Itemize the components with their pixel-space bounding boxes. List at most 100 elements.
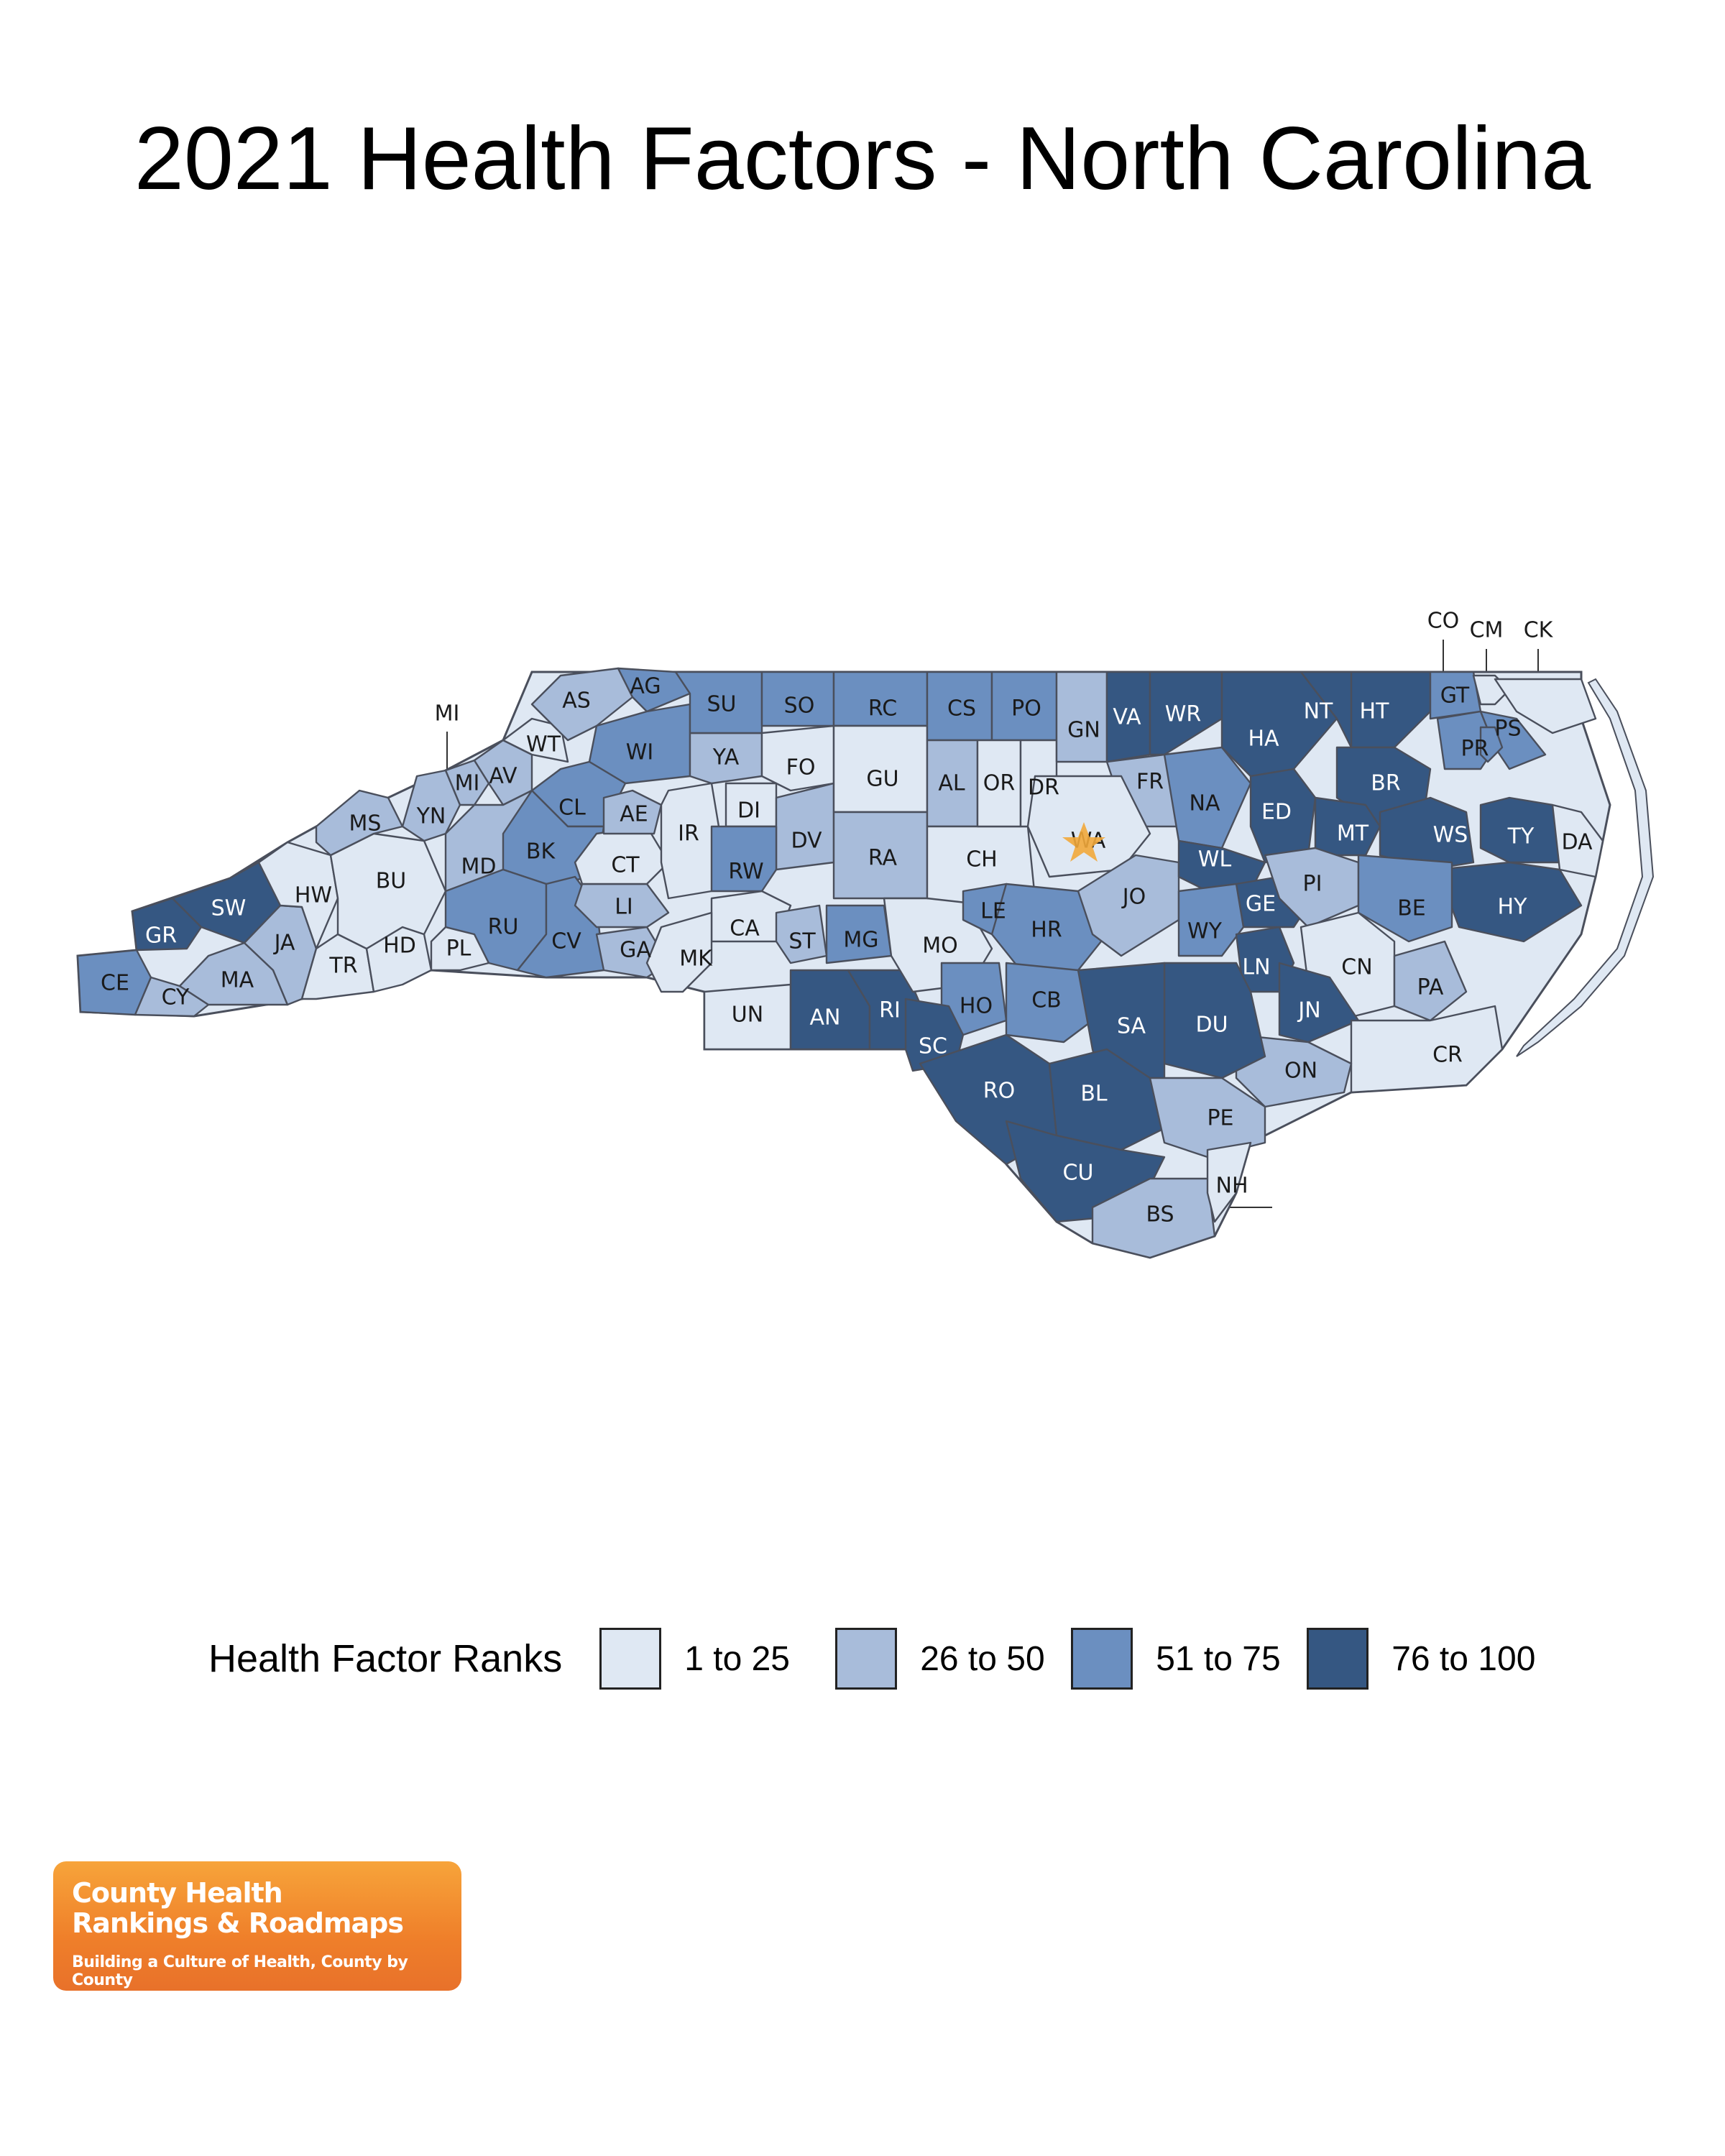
county-label-an: AN [810, 1005, 841, 1031]
county-label-hy: HY [1498, 895, 1528, 920]
county-label-cs: CS [947, 696, 976, 722]
county-label-al: AL [938, 771, 965, 796]
county-label-di: DI [737, 798, 760, 824]
county-label-bl: BL [1080, 1082, 1108, 1107]
county-label-dv: DV [791, 829, 822, 854]
county-cr [1350, 1005, 1504, 1094]
legend-label-q4: 76 to 100 [1392, 1639, 1536, 1678]
county-label-gu: GU [866, 767, 898, 792]
county-label-na: NA [1190, 791, 1220, 816]
county-label-ho: HO [960, 994, 993, 1019]
county-label-or: OR [983, 771, 1015, 796]
legend-title: Health Factor Ranks [208, 1637, 563, 1680]
county-label-sc: SC [919, 1034, 947, 1059]
county-label-po: PO [1011, 696, 1041, 722]
county-label-nh: NH [1216, 1174, 1248, 1199]
county-label-ag: AG [630, 674, 661, 699]
county-label-ma: MA [221, 968, 254, 993]
county-label-ht: HT [1360, 699, 1390, 724]
county-pa [1393, 940, 1468, 1022]
county-be [1357, 854, 1453, 943]
county-wr [1149, 671, 1223, 756]
county-label-da: DA [1561, 830, 1593, 855]
county-label-cy: CY [162, 985, 190, 1010]
county-label-on: ON [1284, 1059, 1317, 1084]
county-label-md: MD [461, 854, 497, 880]
county-label-wl: WL [1198, 847, 1232, 872]
county-label-rc: RC [868, 696, 897, 722]
county-mi [444, 759, 490, 806]
county-label-bu: BU [376, 869, 407, 894]
county-ae [602, 789, 663, 835]
county-nh [1206, 1141, 1252, 1223]
county-bu [329, 832, 447, 950]
county-label-ro: RO [983, 1079, 1015, 1104]
county-label-fo: FO [786, 755, 816, 780]
county-label-sa: SA [1117, 1014, 1146, 1039]
legend-label-q3: 51 to 75 [1156, 1639, 1281, 1678]
county-dv [775, 782, 835, 871]
county-ht [1350, 671, 1432, 749]
logo-line-2: Rankings & Roadmaps [72, 1907, 404, 1939]
county-label-wt: WT [526, 732, 561, 757]
callout-labels: MI CO CM CK [435, 609, 1554, 1208]
county-label-rw: RW [728, 860, 763, 885]
county-pe [1149, 1077, 1266, 1158]
county-fo [760, 724, 835, 792]
county-label-un: UN [732, 1003, 763, 1028]
legend-swatch-q2 [835, 1628, 898, 1690]
county-label-su: SU [707, 692, 736, 717]
county-label-mo: MO [922, 934, 958, 959]
county-label-mg: MG [843, 928, 878, 953]
legend-item-q1: 1 to 25 [599, 1628, 814, 1690]
county-mk [645, 911, 713, 993]
county-label-cb: CB [1031, 988, 1062, 1013]
county-label-ce: CE [101, 971, 129, 996]
county-label-mi: MI [455, 771, 480, 796]
legend-item-q2: 26 to 50 [835, 1628, 1049, 1690]
county-label-ya: YA [712, 745, 740, 770]
county-label-ja: JA [273, 931, 295, 956]
county-label-as: AS [562, 688, 591, 714]
county-label-pl: PL [446, 936, 472, 962]
county-label-hr: HR [1031, 918, 1062, 943]
county-label-jo: JO [1121, 885, 1146, 910]
county-label-sw: SW [211, 896, 247, 921]
county-label-le: LE [980, 899, 1006, 924]
county-label-gt: GT [1440, 683, 1470, 709]
county-label-tr: TR [328, 954, 357, 979]
legend: Health Factor Ranks 1 to 25 26 to 50 51 … [208, 1624, 1557, 1693]
county-label-wi: WI [626, 740, 654, 765]
county-hy [1436, 861, 1583, 943]
county-ck [1494, 678, 1597, 734]
county-label-st: ST [788, 929, 816, 954]
county-shapes [76, 667, 1655, 1259]
county-label-ck: CK [1524, 618, 1554, 643]
county-label-ra: RA [868, 846, 898, 871]
star-icon [1062, 822, 1105, 862]
county-label-ct: CT [611, 853, 640, 878]
county-jn [1278, 962, 1360, 1044]
logo-line-1: County Health [72, 1877, 283, 1909]
county-label-pa: PA [1417, 975, 1444, 1000]
county-label-br: BR [1371, 771, 1400, 796]
legend-item-q4: 76 to 100 [1307, 1628, 1535, 1690]
county-label-ed: ED [1261, 800, 1292, 825]
county-label-jn: JN [1297, 998, 1320, 1023]
county-st [775, 904, 828, 964]
county-label-hd: HD [383, 934, 416, 959]
legend-item-q3: 51 to 75 [1071, 1628, 1285, 1690]
county-na [1163, 746, 1252, 849]
county-gr [131, 897, 203, 952]
county-label-wy: WY [1187, 919, 1223, 944]
county-label-pi: PI [1303, 872, 1322, 897]
county-label-be: BE [1397, 896, 1426, 921]
county-ms [315, 789, 404, 857]
county-label-ha: HA [1248, 727, 1279, 752]
county-su [674, 671, 763, 734]
county-label-ga: GA [620, 938, 651, 963]
county-label-cm: CM [1470, 618, 1504, 643]
county-label-pe: PE [1207, 1106, 1233, 1131]
county-label-cu: CU [1063, 1161, 1094, 1186]
